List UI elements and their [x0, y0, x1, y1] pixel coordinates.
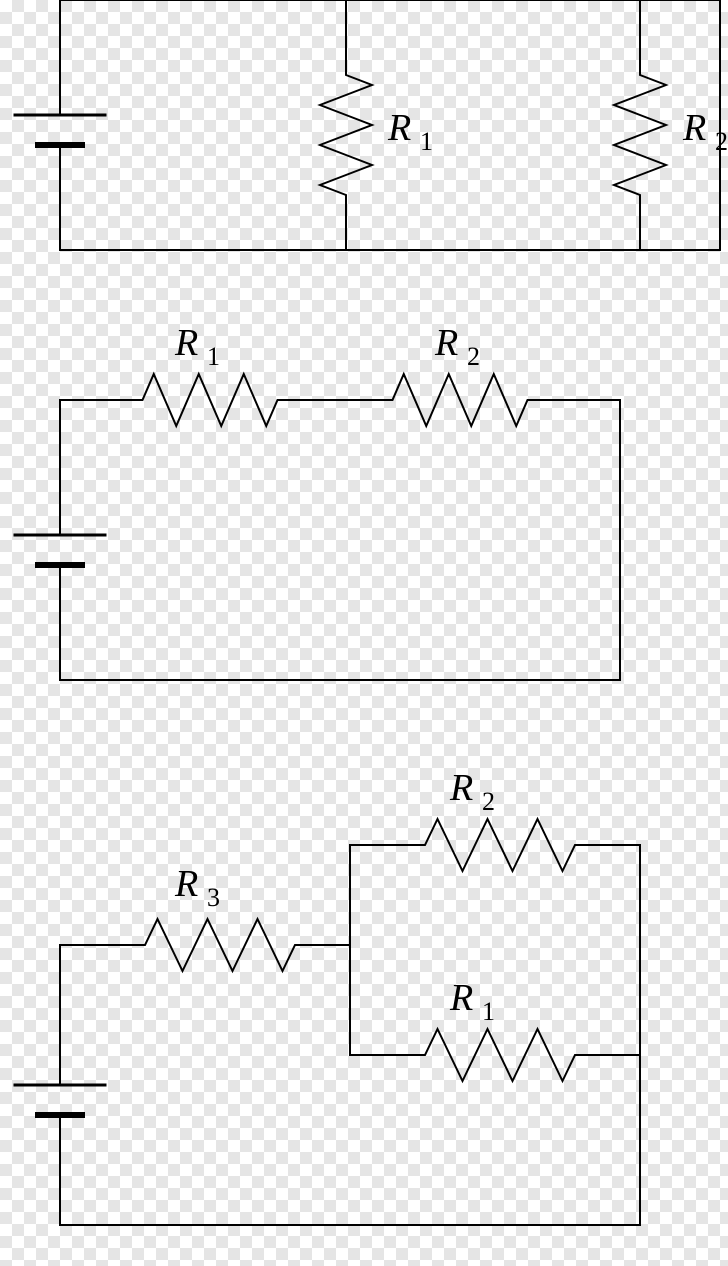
label-r3-combo-sub: 3	[207, 883, 220, 912]
label-r2-combo: R	[449, 767, 473, 809]
label-r1-combo: R	[449, 977, 473, 1019]
parallel-circuit	[15, 0, 720, 250]
series-circuit	[15, 374, 620, 680]
label-r2-series-sub: 2	[467, 342, 480, 371]
label-r1-series-sub: 1	[207, 342, 220, 371]
label-r2-series: R	[434, 322, 458, 364]
circuit-diagrams: R 1 R 2 R 1 R 2 R 3 R 2 R 1	[0, 0, 728, 1266]
label-r2-parallel-sub: 2	[715, 127, 728, 156]
label-r2-combo-sub: 2	[482, 787, 495, 816]
label-r1-parallel-sub: 1	[420, 127, 433, 156]
label-r1-combo-sub: 1	[482, 997, 495, 1026]
label-r1-parallel: R	[387, 107, 411, 149]
label-r1-series: R	[174, 322, 198, 364]
label-r2-parallel: R	[682, 107, 706, 149]
series-parallel-circuit	[15, 819, 640, 1225]
label-r3-combo: R	[174, 863, 198, 905]
